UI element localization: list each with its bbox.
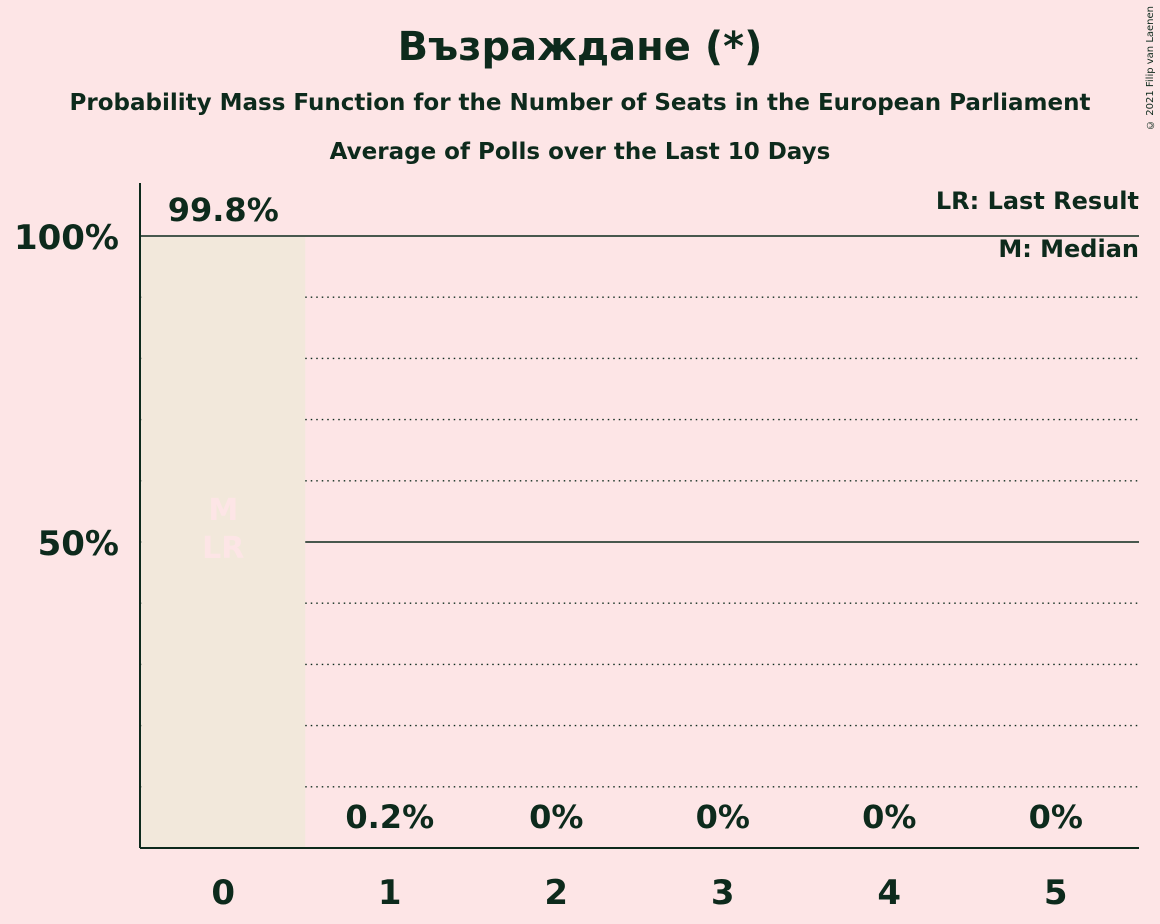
chart-subtitle: Probability Mass Function for the Number… bbox=[69, 90, 1091, 116]
last-result-marker: LR bbox=[202, 531, 244, 566]
y-tick-label-100: 100% bbox=[14, 218, 119, 258]
data-label-2: 0% bbox=[529, 798, 583, 836]
x-tick-label-5: 5 bbox=[1044, 873, 1068, 913]
legend-last-result: LR: Last Result bbox=[936, 187, 1139, 215]
data-label-5: 0% bbox=[1029, 798, 1083, 836]
data-label-1: 0.2% bbox=[345, 798, 434, 836]
chart-title: Възраждане (*) bbox=[397, 24, 763, 70]
x-tick-label-4: 4 bbox=[877, 873, 901, 913]
data-label-4: 0% bbox=[862, 798, 916, 836]
y-tick-label-50: 50% bbox=[38, 524, 119, 564]
x-tick-label-0: 0 bbox=[211, 873, 235, 913]
legend-median: M: Median bbox=[998, 235, 1139, 263]
chart-subtitle-secondary: Average of Polls over the Last 10 Days bbox=[329, 139, 831, 165]
data-label-0: 99.8% bbox=[168, 191, 279, 229]
data-label-3: 0% bbox=[696, 798, 750, 836]
bar-seats-0 bbox=[141, 237, 306, 848]
x-tick-label-1: 1 bbox=[378, 873, 402, 913]
x-tick-label-2: 2 bbox=[544, 873, 568, 913]
x-tick-label-3: 3 bbox=[711, 873, 735, 913]
median-marker: M bbox=[208, 493, 238, 528]
